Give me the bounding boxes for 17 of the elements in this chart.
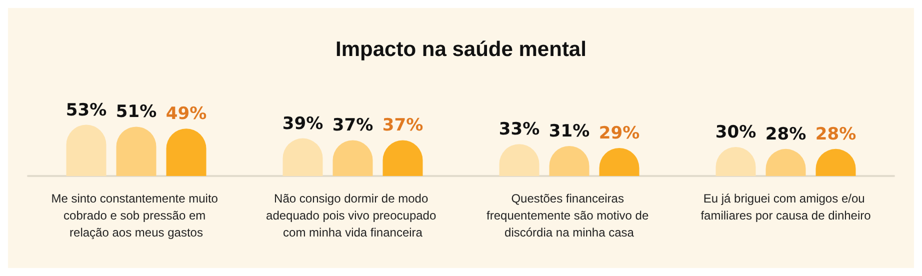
x-tick-label: Eu já briguei com amigos e/ou familiares por causa de dinheiro bbox=[700, 192, 872, 222]
data-label: 33% bbox=[498, 120, 540, 140]
data-label: 28% bbox=[765, 124, 806, 144]
x-tick-label: Não consigo dormir de modo adequado pois vivo preocupado com minha vida financeira bbox=[266, 192, 440, 240]
chart-title: Impacto na saúde mental bbox=[336, 38, 586, 61]
data-label: 51% bbox=[116, 102, 157, 122]
data-label: 49% bbox=[166, 104, 207, 124]
data-label: 30% bbox=[715, 122, 756, 142]
data-label: 29% bbox=[598, 123, 640, 144]
x-tick-label: Questões financeiras frequentemente são motivo de discórdia na minha casa bbox=[486, 192, 652, 240]
data-label: 31% bbox=[548, 122, 590, 142]
data-label: 37% bbox=[332, 116, 374, 136]
data-label: 28% bbox=[815, 124, 856, 144]
data-label: 37% bbox=[382, 116, 424, 136]
x-tick-label: Me sinto constantemente muito cobrado e sob pressão em relação aos meus gastos bbox=[51, 192, 222, 240]
data-label: 39% bbox=[282, 114, 324, 134]
data-label: 53% bbox=[66, 100, 107, 120]
